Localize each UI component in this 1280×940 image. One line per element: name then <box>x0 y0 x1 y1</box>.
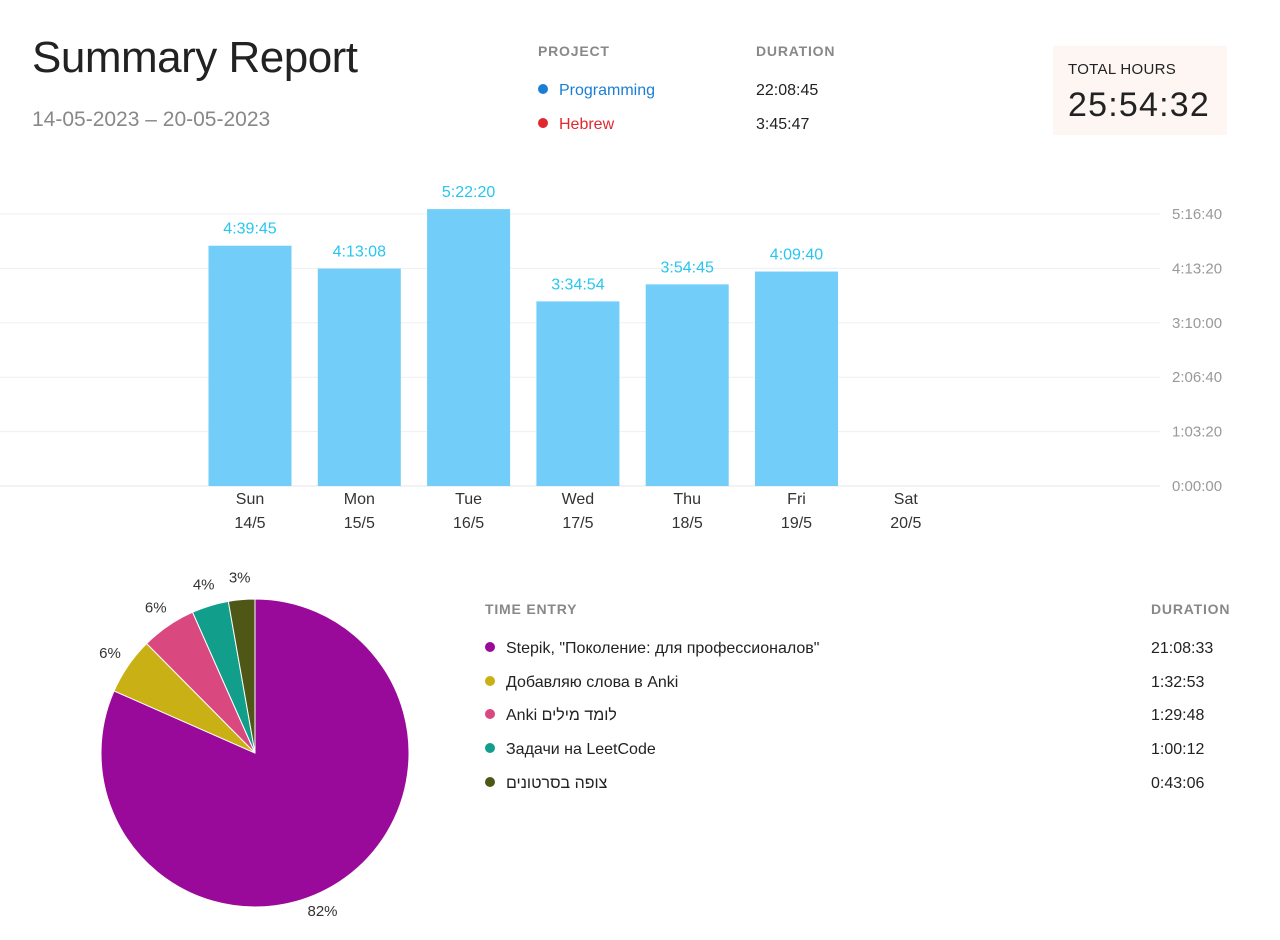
time-entry-column-header: TIME ENTRY <box>485 601 578 617</box>
total-hours-card: TOTAL HOURS 25:54:32 <box>1053 46 1227 135</box>
time-entry-row[interactable]: Задачи на LeetCode <box>485 741 656 759</box>
y-tick-label: 3:10:00 <box>1172 315 1222 332</box>
pie-percent-label: 82% <box>308 903 338 920</box>
bar-value-label: 4:39:45 <box>223 221 276 238</box>
page-title: Summary Report <box>32 33 358 82</box>
pie-percent-label: 3% <box>229 570 251 587</box>
total-hours-label: TOTAL HOURS <box>1068 61 1177 78</box>
bar-value-label: 4:09:40 <box>770 247 823 264</box>
project-duration: 22:08:45 <box>756 82 819 99</box>
entry-duration: 21:08:33 <box>1151 640 1214 657</box>
y-tick-label: 1:03:20 <box>1172 424 1222 441</box>
entry-color-dot <box>485 709 495 719</box>
bar-value-label: 3:54:45 <box>661 259 714 276</box>
date-range: 14-05-2023 – 20-05-2023 <box>32 108 271 131</box>
bar-value-label: 5:22:20 <box>442 184 495 201</box>
entry-color-dot <box>485 642 495 652</box>
entry-duration: 1:32:53 <box>1151 674 1205 691</box>
time-entry-row[interactable]: צופה בסרטונים <box>485 775 607 793</box>
x-tick-day: Mon <box>344 491 375 508</box>
x-tick-date: 14/5 <box>234 515 265 532</box>
project-column-header: PROJECT <box>538 43 610 59</box>
time-entry-row[interactable]: Добавляю слова в Anki <box>485 674 678 692</box>
project-duration-column-header: DURATION <box>756 43 836 59</box>
y-tick-label: 0:00:00 <box>1172 478 1222 495</box>
entry-color-dot <box>485 743 495 753</box>
bar-sun[interactable] <box>208 245 292 486</box>
x-tick-date: 17/5 <box>562 515 593 532</box>
entry-color-dot <box>485 777 495 787</box>
entry-color-dot <box>485 676 495 686</box>
project-duration: 3:45:47 <box>756 116 810 133</box>
x-tick-day: Fri <box>787 491 806 508</box>
entry-label: Задачи на LeetCode <box>506 741 656 758</box>
bar-thu[interactable] <box>645 284 729 486</box>
x-tick-date: 16/5 <box>453 515 484 532</box>
x-tick-day: Sun <box>236 491 264 508</box>
x-tick-date: 15/5 <box>344 515 375 532</box>
entry-label: Stepik, "Поколение: для профессионалов" <box>506 640 820 657</box>
x-tick-day: Sat <box>894 491 919 508</box>
daily-duration-bar-chart: 0:00:00 1:03:20 2:06:40 3:10:00 4:13:20 5:16:… <box>0 184 1222 532</box>
project-color-dot <box>538 84 548 94</box>
project-name: Programming <box>559 82 656 99</box>
project-row-hebrew[interactable]: Hebrew <box>538 116 614 134</box>
x-tick-date: 18/5 <box>672 515 703 532</box>
total-hours-value: 25:54:32 <box>1068 86 1210 124</box>
y-tick-label: 5:16:40 <box>1172 206 1222 223</box>
entry-duration: 1:00:12 <box>1151 741 1205 758</box>
entry-duration: 0:43:06 <box>1151 775 1205 792</box>
bar-value-label: 3:34:54 <box>551 276 604 293</box>
project-name: Hebrew <box>559 116 615 133</box>
entry-label: Добавляю слова в Anki <box>506 674 679 691</box>
y-tick-label: 4:13:20 <box>1172 260 1222 277</box>
bar-fri[interactable] <box>755 271 838 486</box>
entry-label: Anki לומד מילים <box>506 707 617 724</box>
pie-slice[interactable] <box>227 598 256 754</box>
time-entry-row[interactable]: Stepik, "Поколение: для профессионалов" <box>485 640 819 658</box>
project-color-dot <box>538 118 548 128</box>
x-tick-day: Wed <box>562 491 595 508</box>
bar-value-label: 4:13:08 <box>333 244 386 261</box>
project-row-programming[interactable]: Programming <box>538 82 655 100</box>
y-tick-label: 2:06:40 <box>1172 369 1222 386</box>
x-tick-date: 20/5 <box>890 515 921 532</box>
time-entry-pie-chart: 82% 6% 6% 4% 3% <box>99 570 410 920</box>
pie-percent-label: 6% <box>145 600 167 617</box>
x-tick-date: 19/5 <box>781 515 812 532</box>
pie-percent-label: 6% <box>99 645 121 662</box>
entry-duration: 1:29:48 <box>1151 707 1205 724</box>
x-tick-day: Tue <box>455 491 482 508</box>
entry-label: צופה בסרטונים <box>506 775 608 792</box>
time-entry-duration-column-header: DURATION <box>1151 601 1231 617</box>
bar-mon[interactable] <box>317 268 401 486</box>
pie-percent-label: 4% <box>193 577 215 594</box>
bar-wed[interactable] <box>536 301 620 486</box>
x-tick-day: Thu <box>673 491 701 508</box>
time-entry-row[interactable]: Anki לומד מילים <box>485 707 617 725</box>
bar-tue[interactable] <box>427 209 511 486</box>
